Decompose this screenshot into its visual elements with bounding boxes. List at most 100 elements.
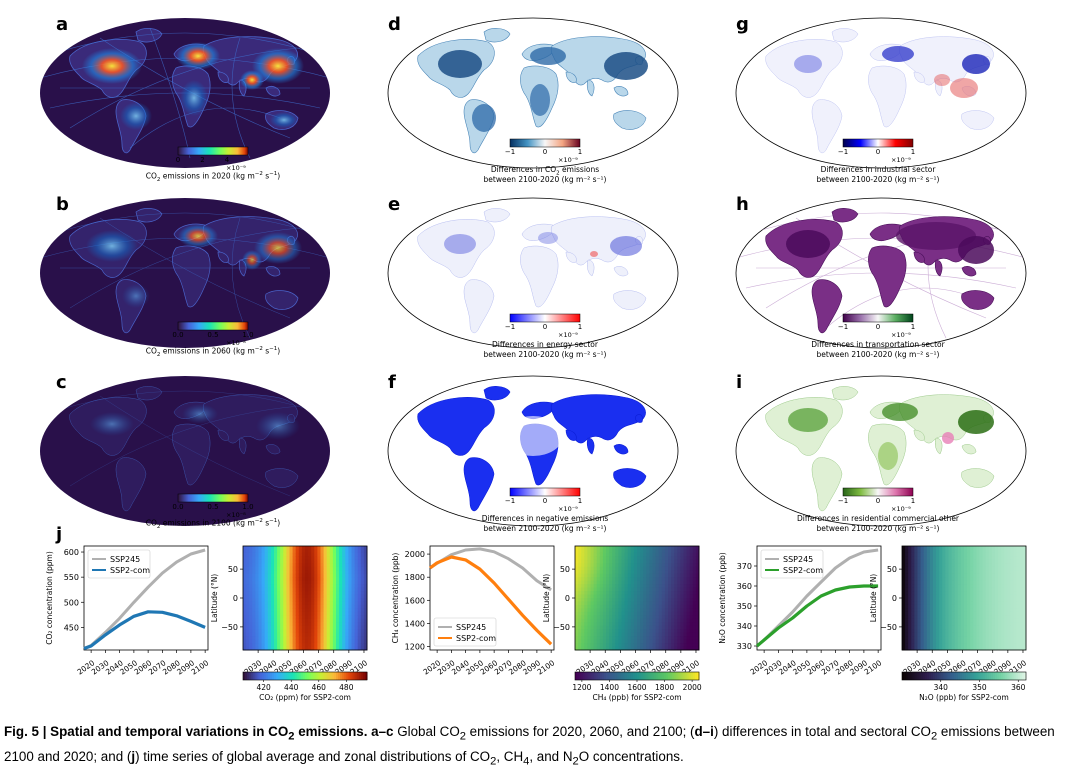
heatmap-cell bbox=[1019, 636, 1024, 641]
heatmap-cell bbox=[336, 563, 340, 568]
heatmap-cell bbox=[951, 577, 956, 582]
heatmap-cell bbox=[1007, 584, 1011, 589]
heatmap-cell bbox=[249, 646, 253, 651]
heatmap-cell bbox=[336, 632, 340, 637]
heatmap-cell bbox=[246, 570, 250, 575]
colorbar-g-label-line2: between 2100-2020 (kg m⁻² s⁻¹) bbox=[816, 175, 940, 184]
heatmap-cell bbox=[255, 632, 259, 637]
heatmap-cell bbox=[336, 587, 340, 592]
heatmap-cell bbox=[590, 615, 595, 620]
heatmap-cell bbox=[624, 566, 629, 571]
heatmap-cell bbox=[363, 559, 368, 564]
heatmap-cell bbox=[274, 615, 278, 620]
heatmap-cell bbox=[305, 566, 309, 571]
heatmap-cell bbox=[964, 629, 968, 634]
heatmap-cell bbox=[261, 625, 266, 630]
heatmap-cell bbox=[286, 632, 290, 637]
heatmap-cell bbox=[575, 549, 579, 554]
heatmap-cell bbox=[695, 639, 700, 644]
heatmap-cell bbox=[917, 591, 922, 596]
heatmap-cell bbox=[646, 643, 650, 648]
heatmap-cell bbox=[627, 625, 632, 630]
heatmap-cell bbox=[252, 594, 256, 599]
heatmap-cell bbox=[674, 594, 678, 599]
heatmap-cell bbox=[323, 618, 328, 623]
heatmap-cell bbox=[332, 577, 337, 582]
heatmap-cell bbox=[948, 546, 953, 550]
heatmap-cell bbox=[695, 570, 700, 575]
heatmap-cell bbox=[289, 556, 294, 561]
heatmap-cell bbox=[902, 559, 906, 564]
heatmap-cell bbox=[351, 587, 356, 592]
heatmap-cell bbox=[652, 580, 657, 585]
heatmap-cell bbox=[311, 577, 315, 582]
heatmap-cell bbox=[970, 546, 974, 550]
heatmap-cell bbox=[342, 625, 346, 630]
heatmap-cell bbox=[920, 608, 925, 613]
colorbar-cell bbox=[661, 672, 665, 680]
heatmap-cell bbox=[637, 646, 641, 651]
heatmap-cell bbox=[933, 552, 937, 557]
heatmap-cell bbox=[602, 646, 607, 651]
heatmap-cell bbox=[261, 615, 266, 620]
heatmap-cell bbox=[581, 622, 585, 627]
heatmap-cell bbox=[640, 566, 644, 571]
heatmap-cell bbox=[289, 591, 294, 596]
heatmap-cell bbox=[1016, 556, 1021, 561]
heatmap-cell bbox=[339, 601, 343, 606]
heatmap-cell bbox=[633, 552, 638, 557]
heatmap-cell bbox=[590, 636, 595, 641]
heatmap-cell bbox=[991, 546, 996, 550]
heatmap-cell bbox=[920, 556, 925, 561]
heatmap-cell bbox=[599, 622, 604, 627]
colorbar-d-tick: 0 bbox=[542, 148, 548, 156]
heatmap-cell bbox=[1013, 587, 1018, 592]
heatmap-cell bbox=[320, 598, 325, 602]
heatmap-cell bbox=[357, 643, 362, 648]
heatmap-cell bbox=[967, 601, 971, 606]
heatmap-cell bbox=[646, 632, 650, 637]
heatmap-cell bbox=[360, 622, 365, 627]
colorbar-cell bbox=[284, 672, 287, 680]
heatmap-cell bbox=[655, 622, 660, 627]
heatmap-cell bbox=[637, 577, 641, 582]
heatmap-cell bbox=[243, 615, 247, 620]
colorbar-cell bbox=[639, 672, 642, 680]
heatmap-cell bbox=[246, 615, 250, 620]
heatmap-cell bbox=[1019, 594, 1024, 599]
heatmap-cell bbox=[933, 643, 937, 648]
heatmap-cell bbox=[314, 573, 318, 578]
heatmap-cell bbox=[596, 552, 601, 557]
heatmap-cell bbox=[329, 618, 334, 623]
heatmap-cell bbox=[964, 591, 968, 596]
heatmap-cell bbox=[301, 559, 306, 564]
colorbar-cell bbox=[603, 672, 607, 680]
heatmap-cell bbox=[979, 594, 984, 599]
heatmap-cell bbox=[311, 570, 315, 575]
heatmap-cell bbox=[360, 636, 365, 641]
heatmap-cell bbox=[689, 566, 694, 571]
heatmap-cell bbox=[258, 611, 263, 616]
heatmap-cell bbox=[664, 573, 669, 578]
heatmap-cell bbox=[581, 570, 585, 575]
heatmap-cell bbox=[606, 622, 610, 627]
heatmap-cell bbox=[633, 639, 638, 644]
heatmap-cell bbox=[655, 636, 660, 641]
heatmap-cell bbox=[283, 566, 287, 571]
heatmap-cell bbox=[695, 566, 700, 571]
heatmap-cell bbox=[954, 577, 959, 582]
colorbar-cell bbox=[364, 672, 368, 680]
heatmap-cell bbox=[606, 563, 610, 568]
heatmap-cell bbox=[649, 639, 653, 644]
colorbar-cell bbox=[984, 672, 988, 680]
heatmap-cell bbox=[270, 546, 275, 550]
heatmap-cell bbox=[243, 639, 247, 644]
heatmap-cell bbox=[602, 618, 607, 623]
heatmap-cell bbox=[991, 573, 996, 578]
heatmap-cell bbox=[951, 646, 956, 651]
heatmap-cell bbox=[680, 577, 684, 582]
heatmap-cell bbox=[683, 618, 688, 623]
heatmap-cell bbox=[942, 646, 946, 651]
heatmap-cell bbox=[988, 598, 993, 602]
heatmap-cell bbox=[686, 584, 691, 589]
